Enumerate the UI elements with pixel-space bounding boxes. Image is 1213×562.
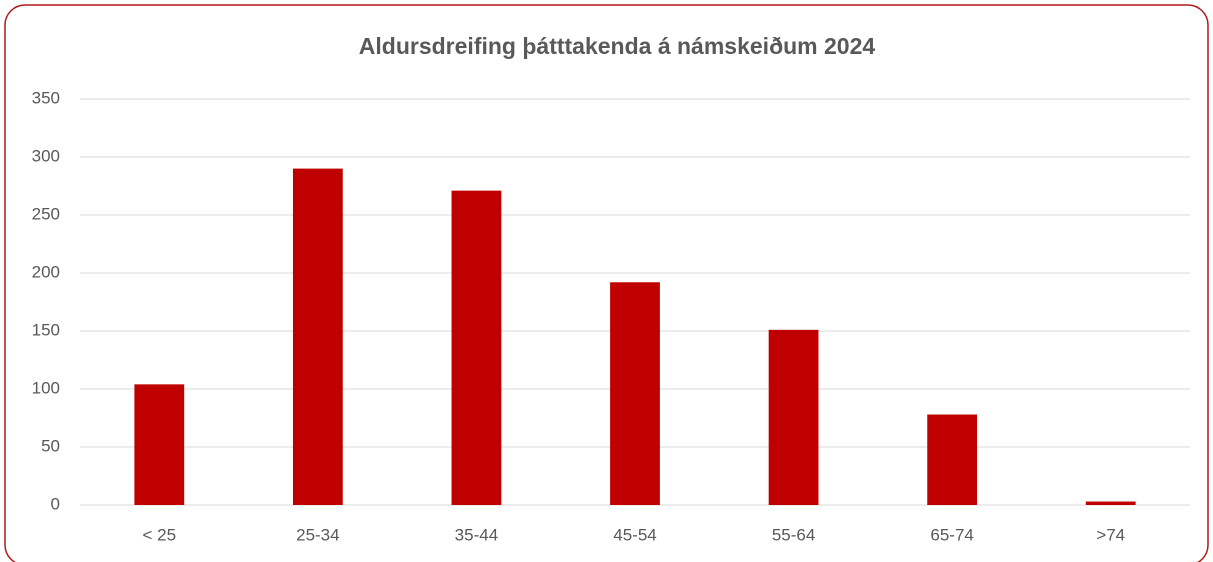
- y-tick-label: 250: [32, 204, 60, 223]
- chart-title: Aldursdreifing þátttakenda á námskeiðum …: [359, 33, 876, 59]
- bar: [292, 168, 343, 505]
- bar: [927, 414, 978, 505]
- x-tick-label: 45-54: [613, 525, 656, 544]
- y-tick-label: 350: [32, 88, 60, 107]
- bar: [451, 190, 502, 505]
- x-tick-label: < 25: [143, 525, 177, 544]
- x-tick-label: 55-64: [772, 525, 815, 544]
- chart-border: [4, 4, 1209, 562]
- y-tick-label: 100: [32, 378, 60, 397]
- y-tick-label: 0: [51, 494, 60, 513]
- bar: [134, 384, 185, 505]
- x-tick-label: 25-34: [296, 525, 339, 544]
- bar: [1085, 501, 1136, 505]
- y-tick-label: 300: [32, 146, 60, 165]
- y-tick-label: 200: [32, 262, 60, 281]
- x-tick-label: 65-74: [930, 525, 973, 544]
- y-tick-label: 50: [41, 436, 60, 455]
- x-tick-label: 35-44: [455, 525, 498, 544]
- bar: [610, 282, 660, 505]
- x-tick-label: >74: [1096, 525, 1125, 544]
- bar: [768, 329, 819, 505]
- y-tick-label: 150: [32, 320, 60, 339]
